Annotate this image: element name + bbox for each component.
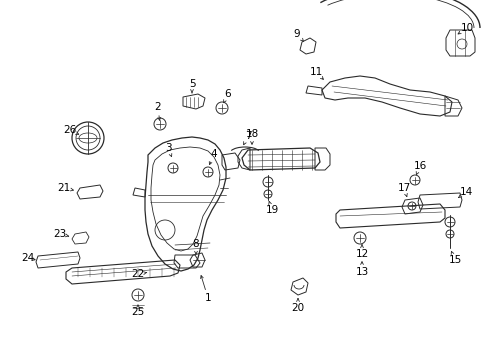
Text: 17: 17 <box>397 183 411 193</box>
Text: 11: 11 <box>309 67 322 77</box>
Text: 6: 6 <box>225 89 231 99</box>
Text: 12: 12 <box>355 249 368 259</box>
Text: 21: 21 <box>57 183 71 193</box>
Text: 22: 22 <box>131 269 145 279</box>
Text: 1: 1 <box>205 293 211 303</box>
Text: 14: 14 <box>460 187 473 197</box>
Text: 4: 4 <box>211 149 217 159</box>
Text: 5: 5 <box>189 79 196 89</box>
Text: 10: 10 <box>461 23 473 33</box>
Text: 9: 9 <box>294 29 300 39</box>
Text: 26: 26 <box>63 125 76 135</box>
Text: 16: 16 <box>414 161 427 171</box>
Text: 18: 18 <box>245 129 259 139</box>
Text: 23: 23 <box>53 229 67 239</box>
Text: 24: 24 <box>22 253 35 263</box>
Text: 13: 13 <box>355 267 368 277</box>
Text: 8: 8 <box>193 239 199 249</box>
Text: 3: 3 <box>165 143 172 153</box>
Text: 25: 25 <box>131 307 145 317</box>
Text: 15: 15 <box>448 255 462 265</box>
Text: 7: 7 <box>245 131 251 141</box>
Text: 20: 20 <box>292 303 305 313</box>
Text: 19: 19 <box>266 205 279 215</box>
Text: 2: 2 <box>155 102 161 112</box>
